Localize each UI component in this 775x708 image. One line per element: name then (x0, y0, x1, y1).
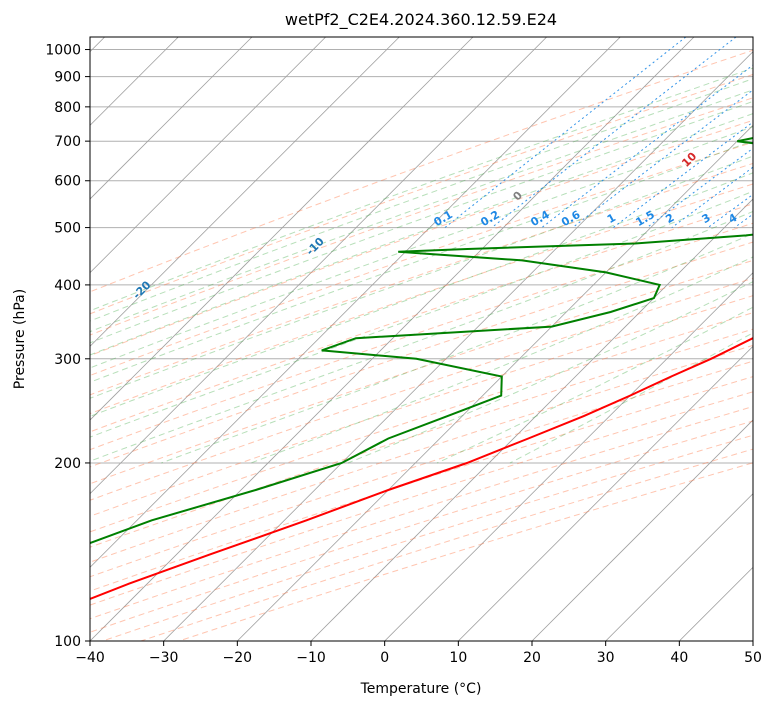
isotherm-gridline (605, 493, 753, 641)
x-axis: −40 −30 −20 −10 0 10 20 30 40 50 (75, 641, 762, 666)
dewpoint-profile-line (90, 137, 753, 545)
mixing-ratio-line (572, 89, 753, 228)
plot-area: 0.10.20.40.611.52346810131620253036-100-… (90, 37, 775, 641)
isotherm-gridline (90, 37, 621, 568)
isotherm-gridline (90, 37, 474, 421)
moist-adiabat-line (90, 190, 753, 438)
x-tick-label: 40 (670, 650, 688, 666)
mixing-ratio-line (612, 121, 753, 228)
moist-adiabat-line (161, 232, 753, 464)
x-tick-label: 50 (744, 650, 762, 666)
mixing-ratio-line (671, 166, 753, 229)
moist-adiabat-line (90, 113, 753, 356)
moist-adiabat-line (90, 100, 753, 344)
isotherm-gridline (310, 198, 753, 641)
isotherm-gridline (237, 124, 753, 641)
moist-adiabat-line (250, 256, 753, 464)
dry-adiabat-line (90, 344, 753, 563)
isotherm-gridline (90, 37, 400, 347)
mixing-ratio-line (444, 37, 687, 228)
x-tick-label: −10 (296, 650, 326, 666)
dry-adiabat-line (90, 222, 753, 451)
dry-adiabat-line (90, 73, 753, 315)
mixing-ratio-label: 0.2 (478, 208, 501, 229)
mixing-ratio-label: 2 (663, 211, 676, 226)
mixing-ratio-label: 1.5 (634, 208, 657, 229)
isotherm-gridline (90, 37, 326, 274)
moist-adiabat-line (436, 306, 753, 464)
isotherm-gridline (90, 37, 547, 495)
dry-adiabat-line (90, 360, 753, 578)
dry-adiabat-line (90, 119, 753, 357)
y-tick-label: 800 (54, 100, 81, 116)
dry-adiabat-line (102, 434, 753, 641)
mixing-ratio-label: 0.1 (431, 208, 454, 229)
isotherm-gridline (90, 37, 695, 641)
dry-adiabat-line (90, 162, 753, 396)
moist-adiabat-line (90, 89, 753, 333)
dry-adiabat-line (90, 328, 753, 548)
y-tick-label: 700 (54, 134, 81, 150)
y-tick-label: 500 (54, 221, 81, 237)
x-tick-label: −30 (149, 650, 179, 666)
moist-adiabat-line (90, 155, 753, 399)
mixing-ratio-line (541, 64, 753, 228)
dry-adiabat-line (90, 259, 753, 485)
isotherm-gridline (531, 419, 753, 641)
dry-adiabat-line (90, 141, 753, 377)
x-tick-label: 30 (597, 650, 615, 666)
dry-adiabat-line (90, 376, 753, 592)
moist-adiabat-line (90, 126, 753, 369)
mixing-ratio-label: 6 (765, 211, 775, 226)
y-tick-label: 100 (54, 634, 81, 650)
dry-adiabat-line (90, 97, 753, 336)
isotherm-gridline (752, 640, 753, 641)
dry-adiabat-line (90, 391, 753, 606)
dry-adiabat-line (90, 241, 753, 468)
isotherm-gridline (384, 272, 753, 641)
plot-frame (89, 36, 754, 642)
moist-adiabat-line (347, 281, 753, 464)
y-tick-label: 1000 (45, 43, 81, 59)
y-tick-label: 300 (54, 352, 81, 368)
dry-adiabat-line (90, 203, 753, 433)
x-tick-label: 10 (449, 650, 467, 666)
y-axis: 100 200 300 400 500 600 700 800 900 1000 (45, 43, 90, 650)
moist-adiabat-line (90, 67, 753, 312)
dry-adiabat-line (90, 295, 753, 517)
y-tick-label: 900 (54, 70, 81, 86)
dry-adiabat-line (178, 462, 753, 641)
y-axis-label: Pressure (hPa) (12, 289, 28, 389)
y-tick-label: 200 (54, 456, 81, 472)
isotherm-gridline (679, 566, 753, 641)
moist-adiabat-line (90, 210, 753, 462)
y-tick-label: 400 (54, 278, 81, 294)
x-tick-label: 20 (523, 650, 541, 666)
dry-adiabat-line (90, 49, 753, 293)
dry-adiabat-line (90, 183, 753, 415)
x-axis-label: Temperature (°C) (360, 681, 482, 697)
isotherm-gridline (90, 37, 253, 200)
dry-adiabat-label: -20 (130, 278, 153, 301)
mixing-ratio-label: 0.4 (528, 208, 552, 229)
moist-adiabat-line (90, 78, 753, 322)
mixing-ratio-label: 1 (605, 211, 618, 226)
y-tick-label: 600 (54, 174, 81, 190)
chart-title: wetPf2_C2E4.2024.360.12.59.E24 (285, 10, 557, 30)
mixing-ratio-label: 3 (700, 211, 713, 226)
dry-adiabat-line (90, 277, 753, 501)
mixing-ratio-line (734, 213, 753, 229)
moist-adiabat-line (90, 140, 753, 383)
mixing-ratio-line (491, 37, 737, 228)
x-tick-label: −20 (223, 650, 253, 666)
moist-adiabat-line (90, 172, 753, 417)
temperature-profile-line (90, 337, 753, 601)
x-tick-label: −40 (75, 650, 105, 666)
x-tick-label: 0 (380, 650, 389, 666)
isotherm-gridline (163, 51, 753, 641)
isotherm-gridline (458, 345, 753, 641)
dry-adiabat-line (90, 312, 753, 533)
